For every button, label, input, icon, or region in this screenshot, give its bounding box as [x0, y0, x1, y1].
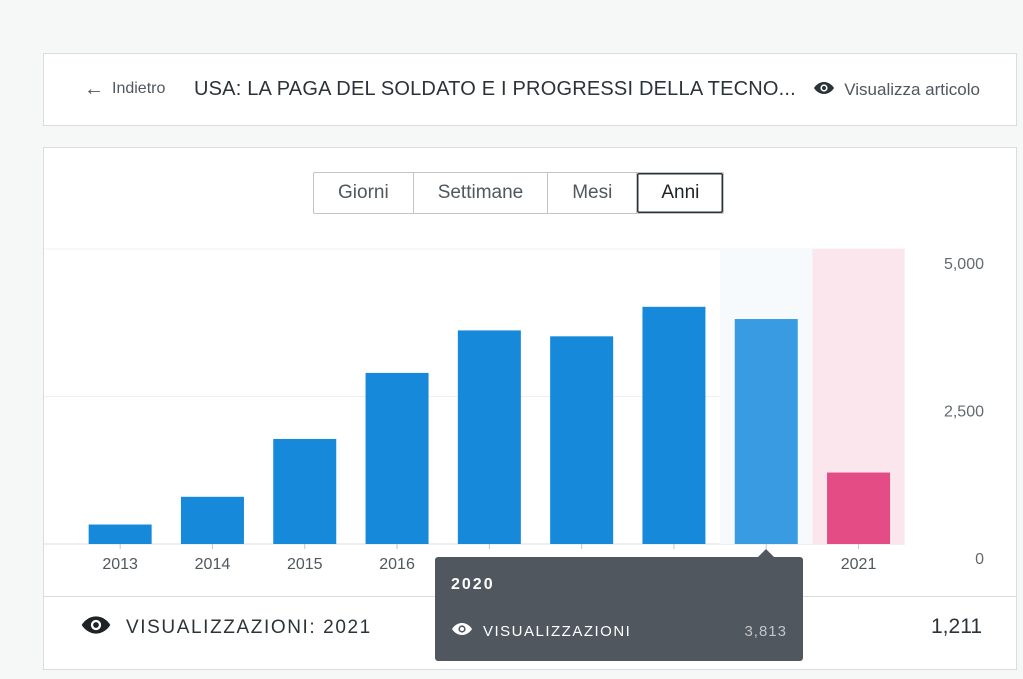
bar-2021[interactable]	[827, 472, 891, 544]
view-post-label: Visualizza articolo	[844, 80, 980, 99]
bar-2016[interactable]	[365, 372, 429, 544]
period-tabs: Giorni Settimane Mesi Anni	[313, 172, 725, 214]
back-label: Indietro	[112, 80, 166, 97]
y-tick-label: 5,000	[944, 256, 984, 273]
stats-chart-card: Giorni Settimane Mesi Anni 2013 2014 2015 2…	[43, 147, 1017, 670]
tab-settimane[interactable]: Settimane	[414, 173, 549, 213]
summary-value: 1,211	[931, 615, 982, 638]
x-tick-label: 2016	[379, 556, 415, 573]
eye-icon	[451, 622, 473, 640]
eye-icon	[813, 80, 835, 100]
bar-2018[interactable]	[550, 336, 614, 544]
post-header: ← Indietro USA: LA PAGA DEL SOLDATO E I …	[43, 53, 1017, 126]
back-button[interactable]: ← Indietro	[84, 78, 166, 100]
x-tick-label: 2014	[195, 556, 231, 573]
bar-2014[interactable]	[180, 496, 244, 544]
summary-label-group: VISUALIZZAZIONI: 2021	[80, 615, 372, 641]
post-title: USA: LA PAGA DEL SOLDATO E I PROGRESSI D…	[194, 78, 796, 100]
x-tick-label: 2021	[841, 556, 877, 573]
arrow-left-icon: ←	[84, 78, 104, 100]
x-tick-label: 2015	[287, 556, 323, 573]
bar-2019[interactable]	[642, 306, 706, 544]
x-tick-label: 2013	[102, 556, 138, 573]
tab-giorni[interactable]: Giorni	[314, 173, 414, 213]
bar-2020[interactable]	[734, 319, 798, 544]
bar-tooltip: 2020 VISUALIZZAZIONI 3,813	[435, 549, 803, 661]
view-post-link[interactable]: Visualizza articolo	[813, 80, 980, 100]
bar-2015[interactable]	[273, 438, 337, 544]
bar-2017[interactable]	[457, 330, 521, 544]
bar-2013[interactable]	[88, 524, 152, 544]
tooltip-label: VISUALIZZAZIONI	[483, 622, 632, 640]
tooltip-row: VISUALIZZAZIONI 3,813	[451, 622, 787, 640]
tab-anni[interactable]: Anni	[637, 173, 723, 213]
eye-icon	[80, 615, 112, 641]
tooltip-value: 3,813	[744, 622, 787, 640]
y-tick-label: 2,500	[944, 404, 984, 421]
tab-mesi[interactable]: Mesi	[548, 173, 638, 213]
summary-label: VISUALIZZAZIONI: 2021	[126, 617, 372, 638]
views-bar-chart: 20132014201520162017201820192020202102,5…	[44, 248, 984, 573]
y-tick-label: 0	[975, 551, 984, 568]
tooltip-title: 2020	[451, 576, 495, 593]
